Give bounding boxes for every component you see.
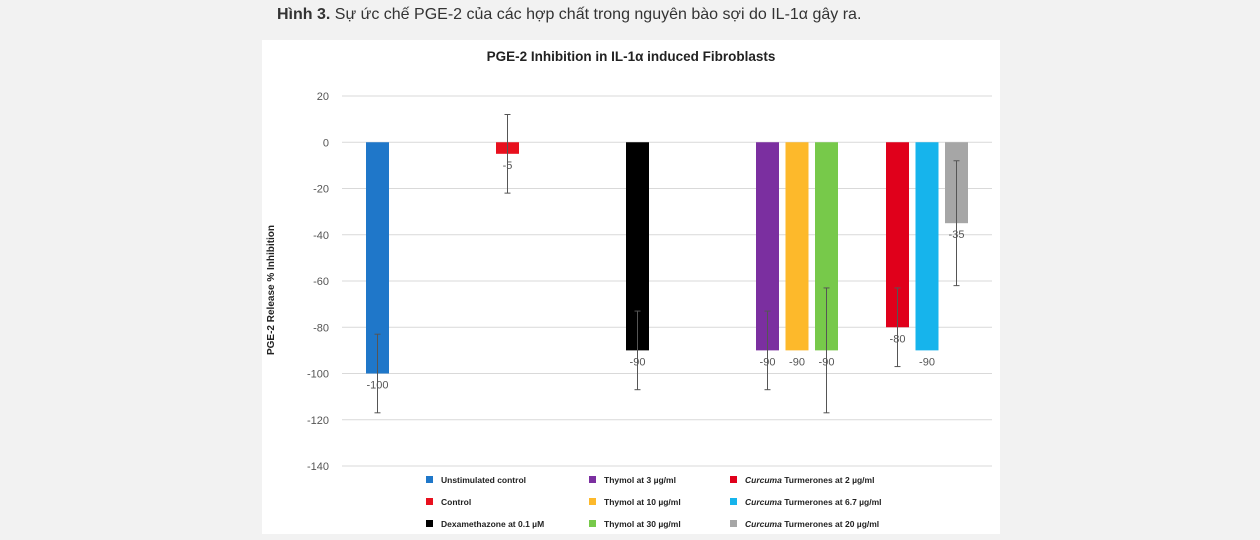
legend-label: Control — [441, 497, 471, 507]
bar — [815, 142, 838, 351]
error-bar — [953, 160, 960, 287]
error-bar — [764, 310, 771, 391]
figure-caption-text: Sự ức chế PGE-2 của các hợp chất trong n… — [334, 6, 862, 23]
y-tick-label: 20 — [317, 91, 329, 103]
bar — [366, 142, 389, 374]
y-tick-label: -100 — [307, 369, 329, 381]
data-label: -90 — [760, 356, 776, 368]
legend-label: Unstimulated control — [441, 475, 526, 485]
legend-item: Thymol at 30 µg/ml — [589, 519, 681, 529]
data-label: -35 — [949, 229, 965, 241]
gridlines — [342, 95, 992, 467]
bar — [886, 142, 909, 328]
y-axis-label: PGE-2 Release % Inhibition — [266, 225, 277, 355]
legend-item: Dexamethazone at 0.1 µM — [426, 519, 544, 529]
y-tick-label: 0 — [323, 137, 329, 149]
bar-chart: PGE-2 Inhibition in IL-1α induced Fibrob… — [266, 49, 992, 529]
legend: Unstimulated control Control Dexamethazone… — [426, 475, 882, 529]
legend-label: Curcuma Turmerones at 20 µg/ml — [745, 519, 879, 529]
legend-swatch — [589, 476, 596, 483]
legend-label: Thymol at 30 µg/ml — [604, 519, 681, 529]
legend-label: Thymol at 10 µg/ml — [604, 497, 681, 507]
y-tick-label: -20 — [313, 184, 329, 196]
error-bar — [894, 287, 901, 368]
legend-item: Curcuma Turmerones at 20 µg/ml — [730, 519, 879, 529]
legend-swatch — [426, 520, 433, 527]
chart-panel: PGE-2 Inhibition in IL-1α induced Fibrob… — [262, 40, 1000, 534]
y-tick-label: -140 — [307, 461, 329, 473]
figure-caption-prefix: Hình 3. — [277, 6, 331, 23]
bar — [785, 142, 809, 351]
bar — [756, 142, 779, 351]
legend-swatch — [589, 498, 596, 505]
data-label: -90 — [630, 356, 646, 368]
error-bars — [374, 114, 960, 414]
bar — [915, 142, 939, 351]
legend-label: Curcuma Turmerones at 2 µg/ml — [745, 475, 874, 485]
error-bar — [374, 333, 381, 414]
legend-swatch — [426, 476, 433, 483]
legend-label: Dexamethazone at 0.1 µM — [441, 519, 544, 529]
legend-swatch — [730, 520, 737, 527]
data-label: -90 — [789, 356, 805, 368]
y-tick-label: -80 — [313, 322, 329, 334]
y-tick-label: -60 — [313, 276, 329, 288]
y-tick-labels: 20 0 -20 -40 -60 -80 -100 -120 -140 — [307, 91, 329, 473]
error-bar — [504, 114, 511, 194]
error-bar — [823, 287, 830, 414]
legend-item: Unstimulated control — [426, 475, 526, 485]
legend-label: Curcuma Turmerones at 6.7 µg/ml — [745, 497, 882, 507]
legend-item: Curcuma Turmerones at 6.7 µg/ml — [730, 497, 882, 507]
data-label: -90 — [919, 356, 935, 368]
bar — [626, 142, 649, 351]
legend-swatch — [730, 476, 737, 483]
legend-swatch — [730, 498, 737, 505]
data-label: -100 — [366, 380, 388, 392]
error-bar — [634, 310, 641, 391]
y-tick-label: -40 — [313, 230, 329, 242]
data-label: -5 — [503, 160, 513, 172]
y-tick-label: -120 — [307, 415, 329, 427]
legend-item: Curcuma Turmerones at 2 µg/ml — [730, 475, 874, 485]
legend-label: Thymol at 3 µg/ml — [604, 475, 676, 485]
data-labels: -100 -5 -90 -90 -90 -90 -80 -90 -35 — [366, 160, 964, 392]
data-label: -80 — [890, 333, 906, 345]
legend-item: Control — [426, 497, 471, 507]
legend-swatch — [589, 520, 596, 527]
bars — [366, 142, 968, 374]
legend-item: Thymol at 10 µg/ml — [589, 497, 681, 507]
data-label: -90 — [819, 356, 835, 368]
chart-title: PGE-2 Inhibition in IL-1α induced Fibrob… — [487, 49, 776, 64]
figure-caption: Hình 3. Sự ức chế PGE-2 của các hợp chất… — [277, 6, 861, 24]
legend-item: Thymol at 3 µg/ml — [589, 475, 676, 485]
legend-swatch — [426, 498, 433, 505]
